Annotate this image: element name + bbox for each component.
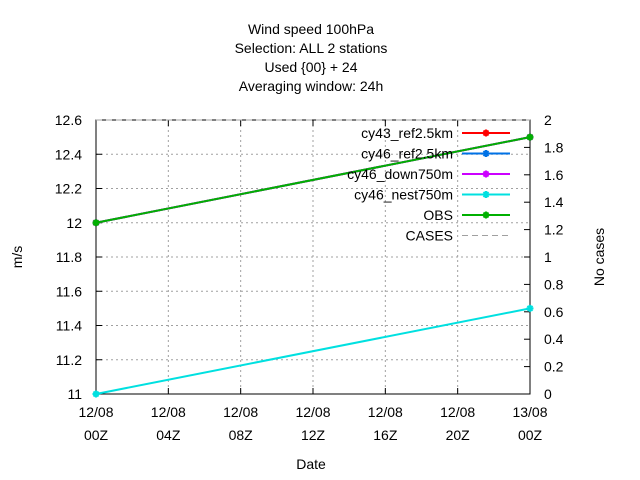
series-line-OBS xyxy=(95,136,531,224)
legend-label: cy43_ref2.5km xyxy=(361,125,453,141)
x-tick-label-hour: 20Z xyxy=(446,427,471,443)
legend-marker xyxy=(482,211,490,219)
legend-marker xyxy=(482,191,490,198)
y2-tick-label: 0.2 xyxy=(544,359,564,375)
legend-label: cy46_ref2.5km xyxy=(361,146,453,162)
y-axis-label: m/s xyxy=(9,246,25,269)
x-tick-label-date: 12/08 xyxy=(78,404,113,420)
y2-tick-label: 0.8 xyxy=(544,276,564,292)
y2-tick-label: 1.8 xyxy=(544,139,564,155)
series-point xyxy=(526,133,534,141)
x-tick-label-date: 12/08 xyxy=(151,404,186,420)
y-tick-label: 12.6 xyxy=(55,112,82,128)
y-tick-label: 11.8 xyxy=(56,249,82,265)
y2-tick-label: 1.6 xyxy=(544,167,564,183)
y2-tick-label: 1.4 xyxy=(544,194,564,210)
y2-tick-label: 0.6 xyxy=(544,304,564,320)
x-tick-label-date: 13/08 xyxy=(512,404,547,420)
y2-tick-label: 0 xyxy=(544,386,552,402)
legend: cy43_ref2.5km cy46_ref2.5km cy46_down750mc… xyxy=(347,125,510,244)
y-tick-label: 12.4 xyxy=(55,146,82,162)
chart-title: Wind speed 100hPa Selection: ALL 2 statio… xyxy=(235,21,388,94)
legend-label: cy46_down750m xyxy=(347,166,453,182)
series-point xyxy=(92,219,100,227)
y2-tick-label: 2 xyxy=(544,112,552,128)
legend-marker xyxy=(482,129,490,137)
y-tick-label: 12.2 xyxy=(55,181,82,197)
y2-axis-ticks: 0 0.2 0.4 0.6 0.8 1 1.2 1.4 1.6 1.8 2 xyxy=(524,112,564,402)
x-tick-label-date: 12/08 xyxy=(223,404,258,420)
y-tick-label: 11.2 xyxy=(56,352,82,368)
x-tick-label-hour: 12Z xyxy=(301,427,326,443)
title-line: Wind speed 100hPa xyxy=(248,21,374,37)
legend-label: OBS xyxy=(423,207,453,223)
x-tick-label-hour: 04Z xyxy=(156,427,181,443)
y-tick-label: 11.6 xyxy=(56,283,82,299)
series xyxy=(92,119,534,398)
series-point xyxy=(92,390,100,398)
legend-label: CASES xyxy=(406,228,453,244)
y-tick-label: 11 xyxy=(67,386,82,402)
x-tick-label-date: 12/08 xyxy=(368,404,403,420)
grid xyxy=(96,120,530,394)
x-tick-label-hour: 08Z xyxy=(229,427,254,443)
x-tick-label-date: 12/08 xyxy=(440,404,475,420)
y2-tick-label: 0.4 xyxy=(544,331,564,347)
title-line: Averaging window: 24h xyxy=(239,78,384,94)
legend-marker xyxy=(482,170,490,178)
legend-label: cy46_nest750m xyxy=(354,187,453,203)
y-axis-ticks: 11 11.2 11.4 11.6 11.8 12 12.2 12.4 12.6 xyxy=(55,112,102,402)
y2-axis-label: No cases xyxy=(591,228,607,286)
x-axis-label: Date xyxy=(296,456,326,472)
title-line: Selection: ALL 2 stations xyxy=(235,40,388,56)
legend-marker xyxy=(482,150,490,157)
series-line-cy46_nest750m xyxy=(95,307,531,395)
x-axis-ticks: 12/08 00Z 12/08 04Z 12/08 08Z 12/08 12Z 12/08 16Z… xyxy=(78,120,548,443)
x-tick-label-hour: 00Z xyxy=(518,427,543,443)
y-tick-label: 11.4 xyxy=(56,318,82,334)
x-tick-label-hour: 16Z xyxy=(373,427,398,443)
title-line: Used {00} + 24 xyxy=(264,59,357,75)
y2-tick-label: 1 xyxy=(544,249,552,265)
y-tick-label: 12 xyxy=(66,215,82,231)
x-tick-label-date: 12/08 xyxy=(295,404,330,420)
y2-tick-label: 1.2 xyxy=(544,222,564,238)
x-tick-label-hour: 00Z xyxy=(84,427,109,443)
series-point xyxy=(526,304,534,312)
